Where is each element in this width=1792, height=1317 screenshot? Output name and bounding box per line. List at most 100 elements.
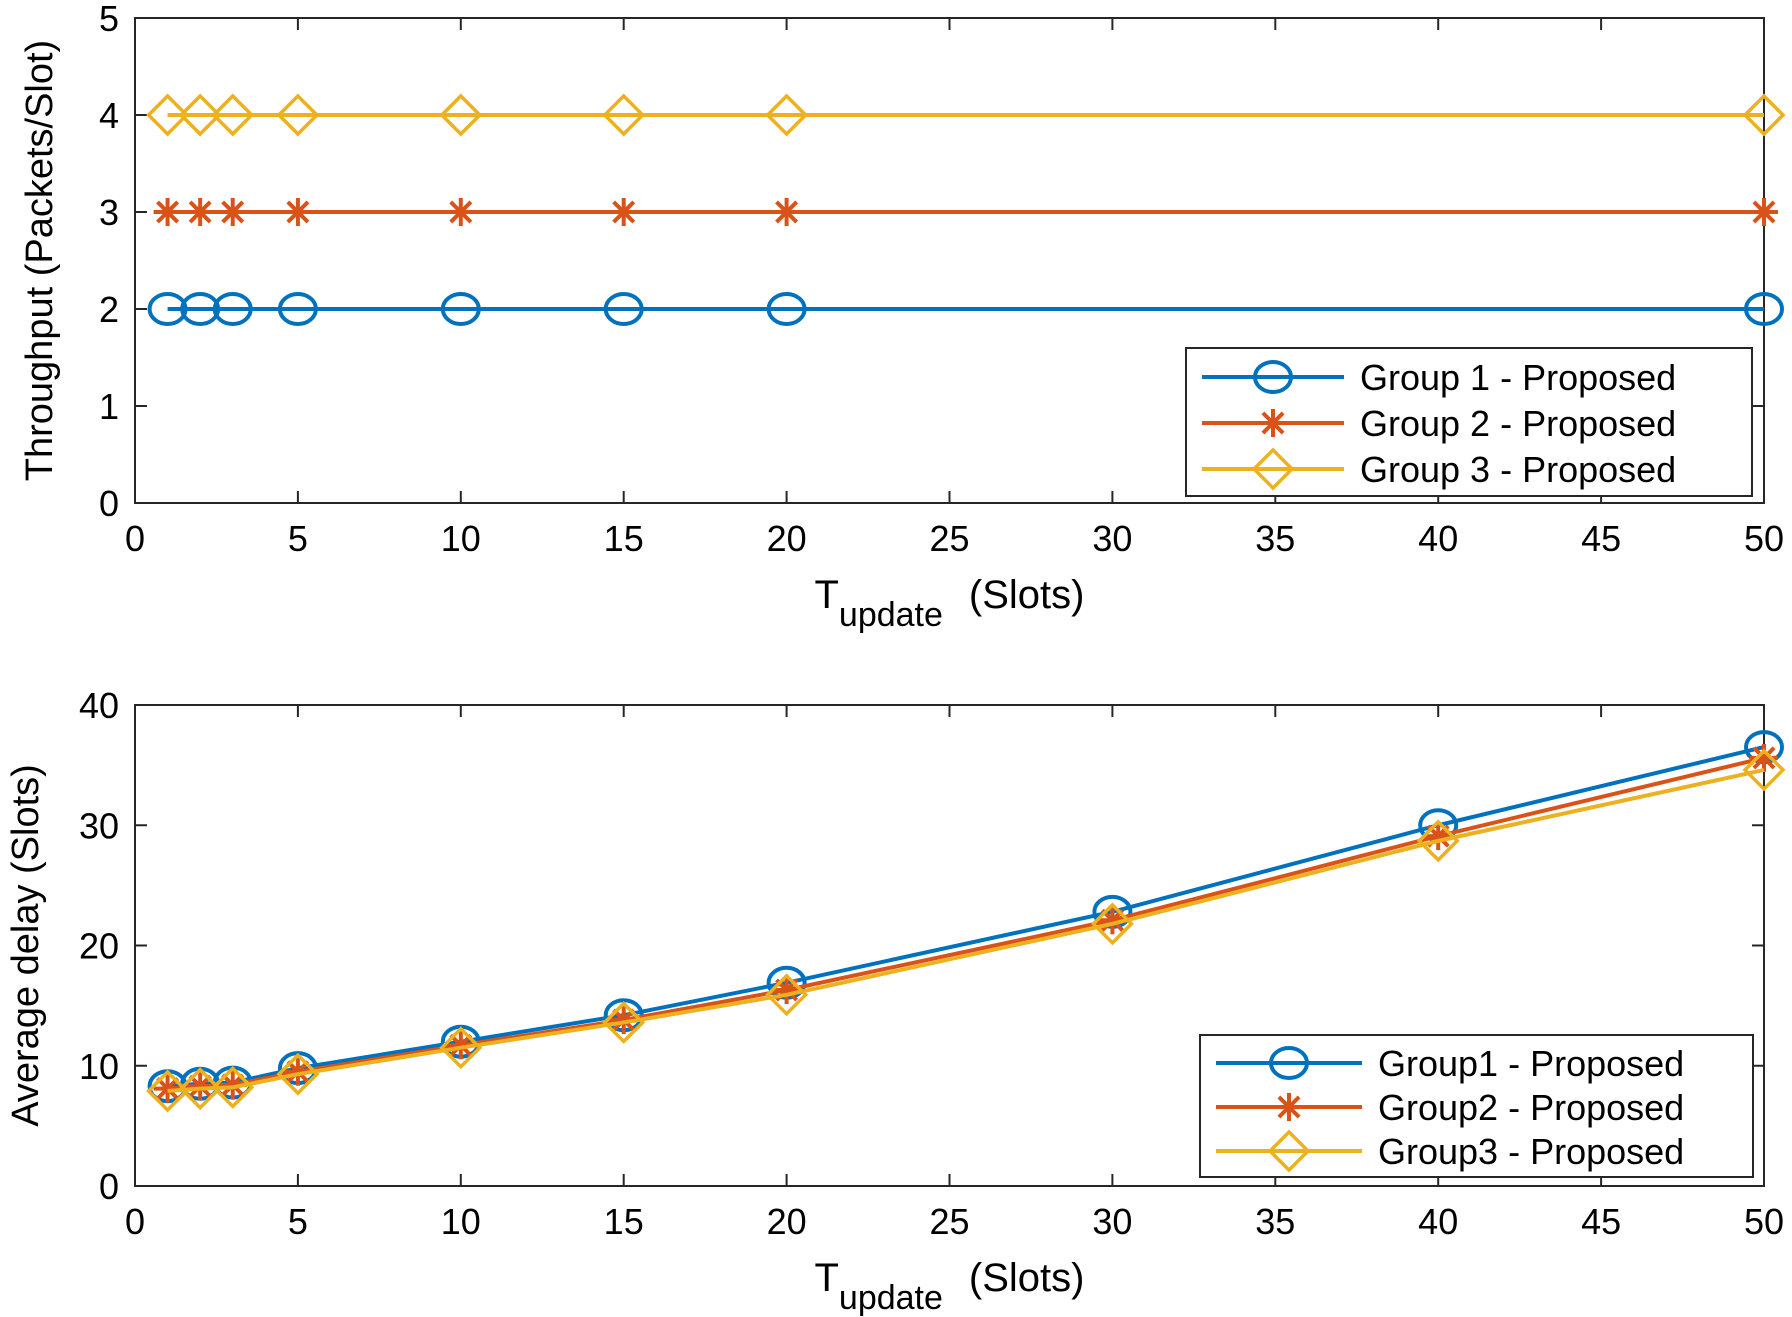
chart1-series-2-point [186, 198, 215, 226]
chart1-x-tick-label: 35 [1255, 518, 1295, 559]
chart1-series-2-point [153, 198, 182, 226]
chart2-legend-marker-3 [1267, 1129, 1311, 1173]
chart1-y-tick-label: 2 [99, 289, 119, 330]
chart2-series-2-point [772, 975, 801, 1004]
chart2-series-3-point [1742, 748, 1786, 792]
chart1-series-2-point-stroke-3 [156, 200, 180, 224]
chart2-x-tick-label: 40 [1418, 1201, 1458, 1242]
chart1-y-tick-label: 4 [99, 95, 119, 136]
chart1-y-tick-label: 1 [99, 386, 119, 427]
chart1-x-axis-label-sub: update [839, 596, 943, 634]
chart1-series-1-point [212, 292, 253, 326]
chart1-x-tick-label: 40 [1418, 518, 1458, 559]
chart2-legend-marker-2 [1275, 1093, 1303, 1121]
chart1-y-tick-label: 0 [99, 483, 119, 524]
chart1-legend: Group 1 - Proposed Group 2 - Proposed Grou… [1185, 347, 1753, 497]
chart2-x-tick-label: 35 [1255, 1201, 1295, 1242]
chart2-series-3-point [1416, 819, 1460, 863]
chart1-series-3-point [178, 93, 222, 137]
chart2-series-2-point [1424, 822, 1453, 851]
chart1-series-3-point [1742, 93, 1786, 137]
chart1-series-3-point [211, 93, 255, 137]
chart1-series-2-point-stroke-3 [449, 200, 473, 224]
chart2-series-2-point-stroke-3 [188, 1074, 212, 1098]
chart1-series-2-point-stroke-3 [1752, 200, 1776, 224]
chart2-series-3-point [765, 973, 809, 1017]
chart1-x-tick-label: 5 [288, 518, 308, 559]
chart2-x-tick-label: 5 [288, 1201, 308, 1242]
chart2-series-3-point [146, 1069, 190, 1113]
chart1-x-tick-label: 0 [125, 518, 145, 559]
chart1-x-tick-label: 45 [1581, 518, 1621, 559]
chart1-series-1-point [147, 292, 188, 326]
chart2-series-2-point-stroke-3 [612, 1008, 636, 1032]
chart2-series-2-point-stroke-3 [286, 1060, 310, 1084]
chart1-series-2-point [218, 198, 247, 226]
chart2-x-axis: 0 5 10 15 20 25 30 35 40 45 50 [125, 705, 1784, 1242]
chart2-x-axis-label-main: T [814, 1256, 838, 1300]
chart2-y-axis: 0 10 20 30 40 [79, 685, 1764, 1207]
chart2-legend-label-3: Group3 - Proposed [1378, 1131, 1684, 1172]
chart1-series-2-point-stroke-3 [188, 200, 212, 224]
chart2-legend-marker-2-stroke-3 [1277, 1095, 1301, 1119]
chart2-x-tick-label: 30 [1092, 1201, 1132, 1242]
chart1-series-2-point [772, 198, 801, 226]
chart2-series-3-point [1090, 902, 1134, 946]
chart2-series-2-point [283, 1057, 312, 1086]
chart1-legend-label-1: Group 1 - Proposed [1360, 357, 1676, 398]
chart1-x-tick-label: 50 [1744, 518, 1784, 559]
chart1-legend-marker-3 [1251, 447, 1295, 491]
chart1-series-3-point [765, 93, 809, 137]
chart2-x-tick-label: 25 [929, 1201, 969, 1242]
chart2-series-2-point [1750, 743, 1778, 772]
chart1-y-axis-label: Throughput (Packets/Slot) [19, 40, 61, 481]
chart1-series-2-point [1750, 198, 1778, 226]
chart1-series-2-point [609, 198, 638, 226]
chart1-x-tick-label: 15 [604, 518, 644, 559]
chart2-series-2-point [446, 1031, 475, 1060]
chart2-series-2-point-stroke-3 [221, 1073, 245, 1097]
chart2-series-3 [146, 748, 1786, 1113]
chart1-legend-marker-2 [1259, 409, 1287, 437]
chart1-x-axis: 0 5 10 15 20 25 30 35 40 45 50 [125, 18, 1784, 559]
chart2-y-tick-label: 20 [79, 926, 119, 967]
chart2-series-3-point [211, 1065, 255, 1109]
chart1-series-1-point [1744, 292, 1784, 326]
chart2-x-tick-label: 50 [1744, 1201, 1784, 1242]
chart1-x-axis-label-unit: (Slots) [969, 573, 1085, 617]
chart1-series-3-point [276, 93, 320, 137]
chart2-y-tick-label: 0 [99, 1166, 119, 1207]
chart1-series-3-point [146, 93, 190, 137]
chart1-y-tick-label: 3 [99, 192, 119, 233]
chart1-series-1-point [603, 292, 644, 326]
chart2-y-tick-label: 40 [79, 685, 119, 726]
chart2-series-3-point [178, 1067, 222, 1111]
chart1-series-2-point [283, 198, 312, 226]
chart1-x-tick-label: 10 [441, 518, 481, 559]
chart1-x-tick-label: 25 [929, 518, 969, 559]
chart1-legend-label-3: Group 3 - Proposed [1360, 449, 1676, 490]
chart2-y-tick-label: 10 [79, 1046, 119, 1087]
chart2-x-tick-label: 15 [604, 1201, 644, 1242]
chart1-series-1-point [180, 292, 221, 326]
chart1-legend-marker-2-stroke-3 [1261, 411, 1285, 435]
chart2-x-tick-label: 20 [767, 1201, 807, 1242]
chart1-series-3-point [439, 93, 483, 137]
chart1-series-2-point [446, 198, 475, 226]
chart1-series-1-point [277, 292, 318, 326]
chart1-x-tick-label: 20 [767, 518, 807, 559]
chart1-x-tick-label: 30 [1092, 518, 1132, 559]
chart1-series-2 [153, 198, 1778, 226]
chart1-y-axis: 0 1 2 3 4 5 [99, 0, 1764, 524]
chart1-x-axis-label: Tupdate (Slots) [814, 573, 1084, 634]
chart2-x-tick-label: 10 [441, 1201, 481, 1242]
chart2-series-2-point-stroke-3 [449, 1033, 473, 1057]
chart2-series-3-point [602, 1000, 646, 1044]
chart2-legend-marker-1 [1269, 1046, 1309, 1080]
chart2-x-axis-label-sub: update [839, 1279, 943, 1317]
chart2-x-axis-label-unit: (Slots) [969, 1256, 1085, 1300]
chart1-y-tick-label: 5 [99, 0, 119, 39]
chart1-series-2-point-stroke-3 [286, 200, 310, 224]
